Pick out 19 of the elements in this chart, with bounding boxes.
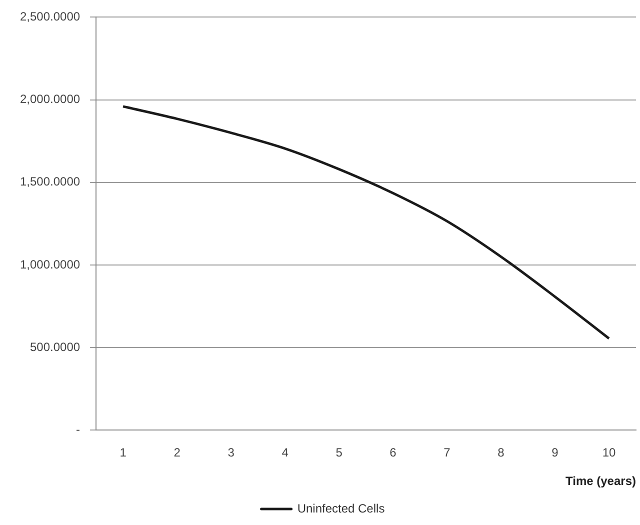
x-tick-label: 2 bbox=[174, 446, 181, 460]
x-tick-label: 6 bbox=[390, 446, 397, 460]
x-tick-label: 3 bbox=[228, 446, 235, 460]
x-tick-label: 5 bbox=[336, 446, 343, 460]
y-tick-label: 2,000.0000 bbox=[20, 92, 80, 106]
x-tick-label: 9 bbox=[552, 446, 559, 460]
y-tick-label: 500.0000 bbox=[30, 340, 80, 354]
line-series bbox=[122, 105, 610, 340]
x-tick-label: 1 bbox=[120, 446, 127, 460]
y-tick-label: 2,500.0000 bbox=[20, 10, 80, 24]
y-tick-label: 1,500.0000 bbox=[20, 174, 80, 189]
y-tick-label: 1,000.0000 bbox=[20, 257, 80, 272]
legend-label: Uninfected Cells bbox=[297, 501, 385, 516]
x-tick-label: 4 bbox=[282, 446, 289, 460]
x-tick-label: 8 bbox=[498, 446, 505, 460]
y-tick-label: - bbox=[76, 422, 80, 437]
x-tick-label: 7 bbox=[444, 446, 451, 460]
x-tick-label: 10 bbox=[602, 446, 616, 460]
x-axis-title: Time (years) bbox=[566, 474, 636, 488]
